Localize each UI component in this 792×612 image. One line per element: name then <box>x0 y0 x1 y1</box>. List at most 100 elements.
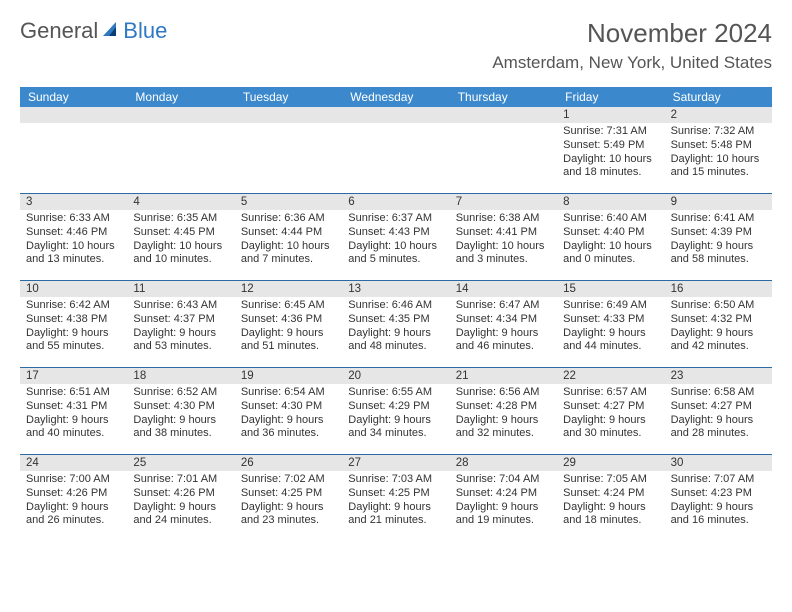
day-number: 3 <box>20 194 127 210</box>
daylight1-text: Daylight: 9 hours <box>241 327 338 341</box>
sunset-text: Sunset: 4:27 PM <box>563 400 660 414</box>
daylight2-text: and 58 minutes. <box>671 253 768 267</box>
day-details: Sunrise: 6:36 AMSunset: 4:44 PMDaylight:… <box>239 212 338 267</box>
daylight1-text: Daylight: 10 hours <box>671 153 768 167</box>
daylight1-text: Daylight: 9 hours <box>671 240 768 254</box>
daylight1-text: Daylight: 9 hours <box>456 414 553 428</box>
day-cell: 13Sunrise: 6:46 AMSunset: 4:35 PMDayligh… <box>342 281 449 367</box>
sunrise-text: Sunrise: 6:43 AM <box>133 299 230 313</box>
sunrise-text: Sunrise: 7:03 AM <box>348 473 445 487</box>
day-number: 17 <box>20 368 127 384</box>
brand-part1: General <box>20 18 98 44</box>
brand-part2: Blue <box>123 18 167 44</box>
day-details: Sunrise: 6:40 AMSunset: 4:40 PMDaylight:… <box>561 212 660 267</box>
daylight2-text: and 23 minutes. <box>241 514 338 528</box>
sunrise-text: Sunrise: 7:00 AM <box>26 473 123 487</box>
day-number: 4 <box>127 194 234 210</box>
daylight2-text: and 40 minutes. <box>26 427 123 441</box>
day-cell: 29Sunrise: 7:05 AMSunset: 4:24 PMDayligh… <box>557 455 664 541</box>
top-bar: General Blue November 2024 Amsterdam, Ne… <box>20 18 772 73</box>
week-row: 24Sunrise: 7:00 AMSunset: 4:26 PMDayligh… <box>20 454 772 541</box>
day-details: Sunrise: 6:38 AMSunset: 4:41 PMDaylight:… <box>454 212 553 267</box>
sunset-text: Sunset: 4:39 PM <box>671 226 768 240</box>
daylight1-text: Daylight: 9 hours <box>348 501 445 515</box>
day-cell: 20Sunrise: 6:55 AMSunset: 4:29 PMDayligh… <box>342 368 449 454</box>
day-cell <box>235 107 342 193</box>
day-cell: 19Sunrise: 6:54 AMSunset: 4:30 PMDayligh… <box>235 368 342 454</box>
day-details: Sunrise: 6:56 AMSunset: 4:28 PMDaylight:… <box>454 386 553 441</box>
daylight2-text: and 53 minutes. <box>133 340 230 354</box>
daylight2-text: and 0 minutes. <box>563 253 660 267</box>
daylight1-text: Daylight: 10 hours <box>563 153 660 167</box>
daylight2-text: and 48 minutes. <box>348 340 445 354</box>
day-number: 13 <box>342 281 449 297</box>
daylight2-text: and 38 minutes. <box>133 427 230 441</box>
day-details: Sunrise: 6:52 AMSunset: 4:30 PMDaylight:… <box>131 386 230 441</box>
day-details: Sunrise: 7:04 AMSunset: 4:24 PMDaylight:… <box>454 473 553 528</box>
weekday-header: Wednesday <box>342 87 449 107</box>
sunrise-text: Sunrise: 6:52 AM <box>133 386 230 400</box>
day-number <box>127 107 234 123</box>
day-cell: 23Sunrise: 6:58 AMSunset: 4:27 PMDayligh… <box>665 368 772 454</box>
daylight1-text: Daylight: 9 hours <box>671 414 768 428</box>
day-details: Sunrise: 7:00 AMSunset: 4:26 PMDaylight:… <box>24 473 123 528</box>
day-cell: 30Sunrise: 7:07 AMSunset: 4:23 PMDayligh… <box>665 455 772 541</box>
daylight2-text: and 55 minutes. <box>26 340 123 354</box>
day-cell: 27Sunrise: 7:03 AMSunset: 4:25 PMDayligh… <box>342 455 449 541</box>
sunset-text: Sunset: 4:26 PM <box>133 487 230 501</box>
day-details: Sunrise: 6:41 AMSunset: 4:39 PMDaylight:… <box>669 212 768 267</box>
day-details: Sunrise: 7:31 AMSunset: 5:49 PMDaylight:… <box>561 125 660 180</box>
day-details: Sunrise: 7:03 AMSunset: 4:25 PMDaylight:… <box>346 473 445 528</box>
day-number: 14 <box>450 281 557 297</box>
sunrise-text: Sunrise: 6:33 AM <box>26 212 123 226</box>
weekday-header: Sunday <box>20 87 127 107</box>
daylight2-text: and 7 minutes. <box>241 253 338 267</box>
sunset-text: Sunset: 4:46 PM <box>26 226 123 240</box>
day-number: 1 <box>557 107 664 123</box>
day-cell: 18Sunrise: 6:52 AMSunset: 4:30 PMDayligh… <box>127 368 234 454</box>
daylight1-text: Daylight: 9 hours <box>563 414 660 428</box>
sunrise-text: Sunrise: 7:31 AM <box>563 125 660 139</box>
day-number: 30 <box>665 455 772 471</box>
daylight1-text: Daylight: 9 hours <box>241 414 338 428</box>
sunrise-text: Sunrise: 6:37 AM <box>348 212 445 226</box>
day-cell: 14Sunrise: 6:47 AMSunset: 4:34 PMDayligh… <box>450 281 557 367</box>
daylight1-text: Daylight: 9 hours <box>26 501 123 515</box>
sunrise-text: Sunrise: 6:38 AM <box>456 212 553 226</box>
day-cell: 12Sunrise: 6:45 AMSunset: 4:36 PMDayligh… <box>235 281 342 367</box>
sunset-text: Sunset: 4:37 PM <box>133 313 230 327</box>
sunrise-text: Sunrise: 7:02 AM <box>241 473 338 487</box>
day-details: Sunrise: 6:50 AMSunset: 4:32 PMDaylight:… <box>669 299 768 354</box>
day-number: 8 <box>557 194 664 210</box>
day-details: Sunrise: 7:32 AMSunset: 5:48 PMDaylight:… <box>669 125 768 180</box>
day-number: 22 <box>557 368 664 384</box>
daylight1-text: Daylight: 9 hours <box>563 327 660 341</box>
sunset-text: Sunset: 4:31 PM <box>26 400 123 414</box>
daylight1-text: Daylight: 9 hours <box>563 501 660 515</box>
sunrise-text: Sunrise: 7:32 AM <box>671 125 768 139</box>
daylight1-text: Daylight: 10 hours <box>563 240 660 254</box>
daylight1-text: Daylight: 9 hours <box>348 327 445 341</box>
week-row: 10Sunrise: 6:42 AMSunset: 4:38 PMDayligh… <box>20 280 772 367</box>
day-number: 2 <box>665 107 772 123</box>
daylight2-text: and 44 minutes. <box>563 340 660 354</box>
day-cell: 22Sunrise: 6:57 AMSunset: 4:27 PMDayligh… <box>557 368 664 454</box>
day-number: 16 <box>665 281 772 297</box>
day-cell: 28Sunrise: 7:04 AMSunset: 4:24 PMDayligh… <box>450 455 557 541</box>
day-cell: 9Sunrise: 6:41 AMSunset: 4:39 PMDaylight… <box>665 194 772 280</box>
sunrise-text: Sunrise: 6:36 AM <box>241 212 338 226</box>
calendar-grid: Sunday Monday Tuesday Wednesday Thursday… <box>20 87 772 541</box>
sunset-text: Sunset: 4:23 PM <box>671 487 768 501</box>
sunset-text: Sunset: 4:24 PM <box>456 487 553 501</box>
day-details: Sunrise: 6:51 AMSunset: 4:31 PMDaylight:… <box>24 386 123 441</box>
day-details: Sunrise: 6:43 AMSunset: 4:37 PMDaylight:… <box>131 299 230 354</box>
sunrise-text: Sunrise: 7:01 AM <box>133 473 230 487</box>
day-number: 21 <box>450 368 557 384</box>
day-details: Sunrise: 6:42 AMSunset: 4:38 PMDaylight:… <box>24 299 123 354</box>
day-cell: 5Sunrise: 6:36 AMSunset: 4:44 PMDaylight… <box>235 194 342 280</box>
sunset-text: Sunset: 4:45 PM <box>133 226 230 240</box>
day-details: Sunrise: 6:45 AMSunset: 4:36 PMDaylight:… <box>239 299 338 354</box>
daylight1-text: Daylight: 9 hours <box>133 501 230 515</box>
daylight1-text: Daylight: 9 hours <box>133 414 230 428</box>
day-cell: 15Sunrise: 6:49 AMSunset: 4:33 PMDayligh… <box>557 281 664 367</box>
